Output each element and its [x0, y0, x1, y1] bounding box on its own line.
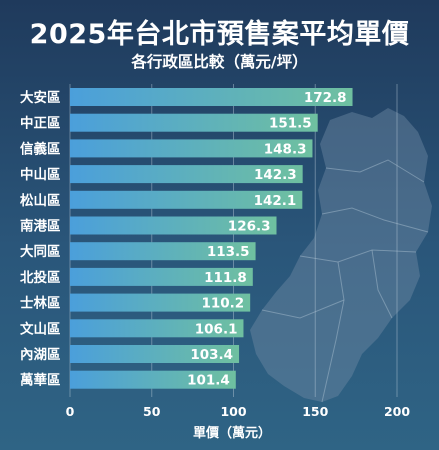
x-tick-label: 50 — [143, 404, 161, 419]
category-label: 中山區 — [20, 166, 61, 183]
value-label: 142.3 — [254, 167, 297, 183]
bar — [70, 242, 256, 261]
labels: 大安區 172.8 中正區 151.5 信義區 148.3 中山區 142.3 松山區 142.1… — [20, 89, 347, 389]
category-label: 內湖區 — [20, 347, 61, 363]
bar — [70, 139, 313, 158]
x-axis-ticks: 0 50 100 150 200 — [66, 404, 411, 419]
category-label: 松山區 — [20, 192, 61, 209]
bar — [70, 319, 244, 338]
category-label: 文山區 — [20, 320, 61, 337]
chart-subtitle: 各行政區比較（萬元/坪） — [131, 53, 308, 71]
background-map — [250, 108, 432, 403]
x-tick-label: 100 — [220, 404, 246, 419]
value-label: 101.4 — [187, 373, 230, 389]
category-label: 大安區 — [20, 89, 61, 106]
category-label: 北投區 — [20, 270, 61, 286]
value-label: 172.8 — [304, 90, 347, 106]
category-label: 南港區 — [20, 218, 61, 235]
bar — [70, 88, 353, 106]
category-label: 士林區 — [20, 295, 61, 312]
value-label: 148.3 — [264, 141, 307, 157]
bar — [70, 370, 236, 389]
bar — [70, 293, 251, 312]
value-label: 126.3 — [228, 219, 271, 235]
bars — [70, 88, 353, 389]
value-label: 151.5 — [269, 116, 312, 132]
category-label: 萬華區 — [20, 372, 61, 389]
category-label: 中正區 — [20, 115, 61, 132]
value-label: 111.8 — [204, 270, 247, 286]
gridlines — [69, 84, 398, 397]
category-label: 大同區 — [20, 243, 61, 260]
value-label: 106.1 — [195, 321, 238, 337]
bar — [70, 113, 318, 132]
bar — [70, 165, 303, 184]
bar — [70, 216, 277, 235]
value-label: 113.5 — [207, 244, 250, 260]
x-axis-title: 單價（萬元） — [193, 425, 271, 441]
bar — [70, 267, 253, 286]
bar — [70, 190, 303, 209]
chart-title: 2025年台北市預售案平均單價 — [29, 19, 410, 50]
bar — [70, 345, 240, 363]
value-label: 142.1 — [254, 193, 297, 209]
value-label: 103.4 — [190, 347, 233, 363]
x-tick-label: 200 — [384, 404, 410, 419]
x-tick-label: 150 — [302, 404, 328, 419]
value-label: 110.2 — [201, 296, 244, 312]
category-label: 信義區 — [20, 140, 61, 157]
x-tick-label: 0 — [66, 404, 75, 419]
